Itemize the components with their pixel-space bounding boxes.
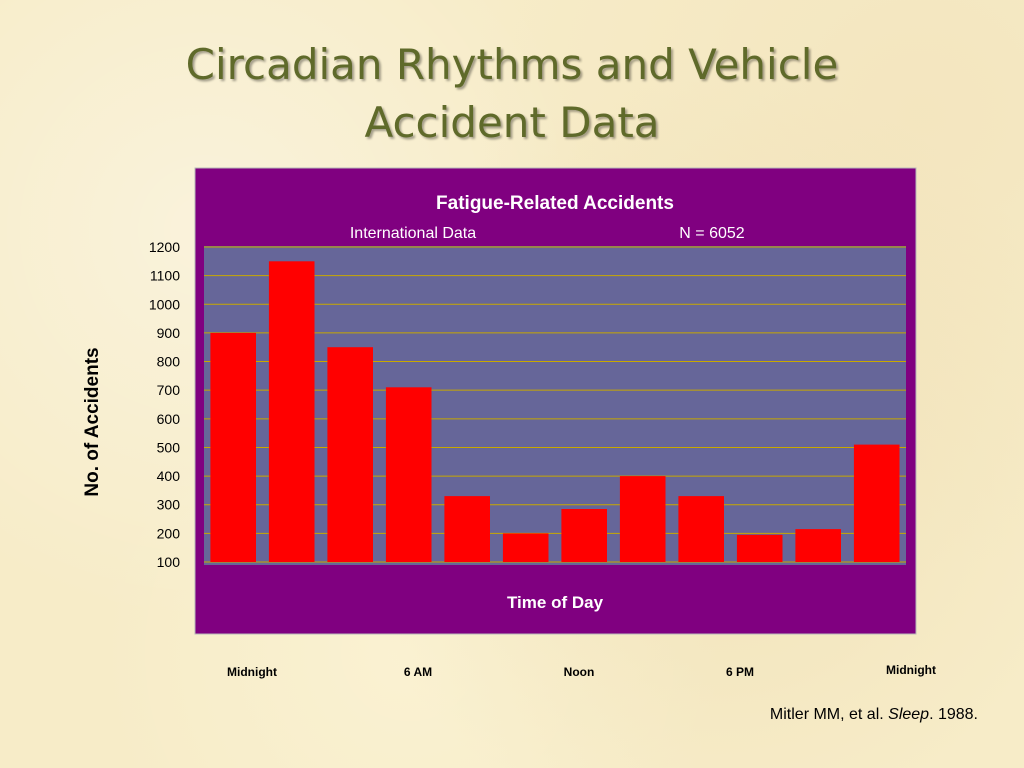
time-label-6pm: 6 PM [725,665,755,679]
y-tick-label: 1100 [150,268,180,284]
bar [444,496,490,562]
bar [678,496,724,562]
y-tick-label: 200 [157,525,181,541]
y-axis-title: No. of Accidents [82,347,103,497]
time-label-midnight-start: Midnight [227,665,277,679]
slide-title: Circadian Rhythms and Vehicle Accident D… [0,36,1024,152]
slide-title-line-2: Accident Data [364,98,660,147]
chart-subtitle-right: N = 6052 [679,225,744,242]
bar [502,533,549,562]
chart-title: Fatigue-Related Accidents [436,193,674,214]
citation-year: . 1988. [929,706,978,723]
y-tick-label: 700 [157,382,181,398]
y-tick-label: 600 [157,411,181,427]
y-tick-label: 100 [157,554,181,570]
bar [736,534,783,562]
slide-title-line-1: Circadian Rhythms and Vehicle [185,40,839,89]
time-label-6am: 6 AM [403,665,433,679]
bar [385,387,432,562]
bar [795,529,841,562]
time-label-noon: Noon [563,665,595,679]
citation-authors: Mitler MM, et al. [769,706,889,723]
bar [327,347,373,562]
bar [268,261,315,562]
y-tick-label: 1000 [149,296,180,312]
chart-subtitle-left: International Data [350,225,476,242]
citation: Mitler MM, et al. Sleep. 1988. [770,706,978,724]
y-tick-label: 800 [157,354,181,370]
x-axis-title: Time of Day [507,593,604,612]
y-tick-labels: 100 200 300 400 500 600 700 800 900 1000 1100 1200 [149,239,180,570]
y-tick-label: 400 [157,468,181,484]
y-tick-label: 1200 [149,239,180,255]
y-tick-label: 900 [157,325,181,341]
time-label-midnight-end: Midnight [886,663,936,677]
gridlines [204,246,906,563]
bar [619,476,666,562]
y-tick-label: 300 [157,497,181,513]
citation-journal: Sleep [888,706,930,723]
plot-area [204,246,906,565]
bar [561,509,607,562]
bars [210,261,900,562]
y-tick-label: 500 [157,439,181,455]
bar [853,444,900,562]
bar [210,332,256,562]
